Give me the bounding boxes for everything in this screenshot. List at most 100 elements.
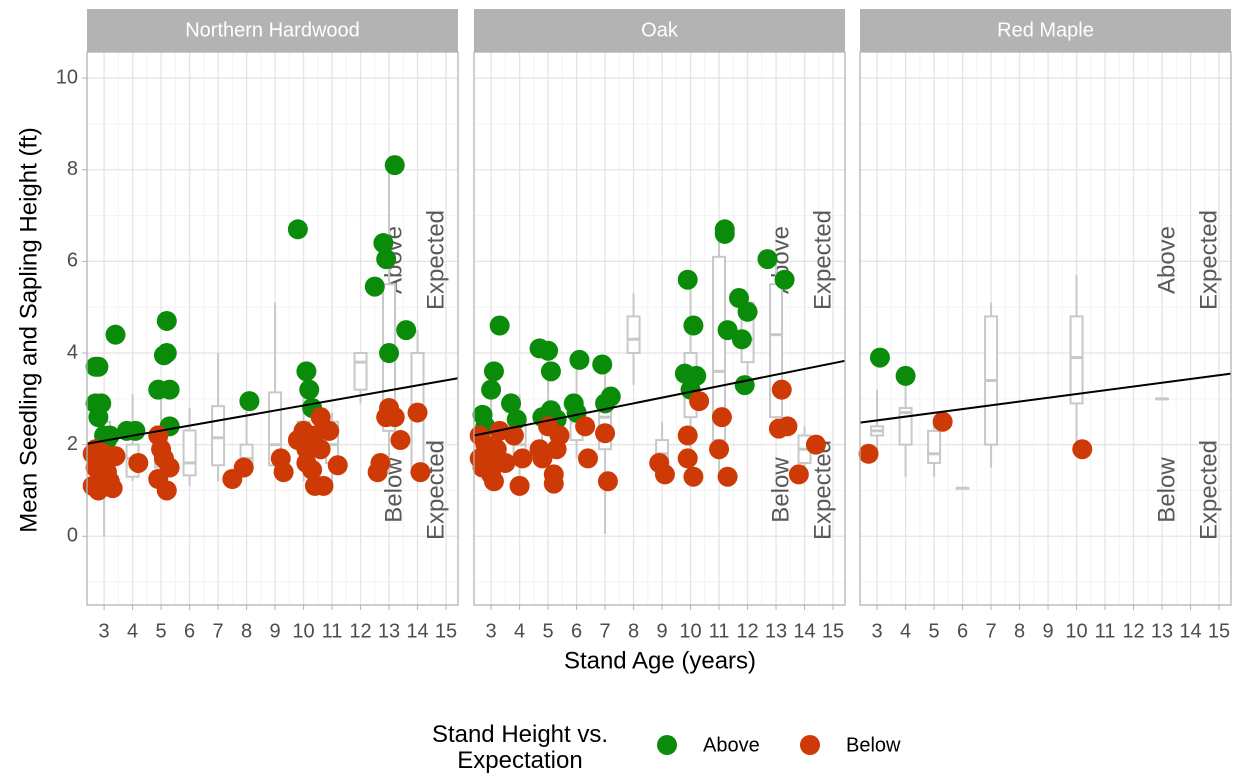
point [683,466,704,487]
point [592,354,613,375]
point [273,462,294,483]
x-tick-label: 4 [127,620,138,642]
box [626,315,641,355]
point [128,452,149,473]
strip [474,9,845,52]
x-tick-label: 6 [184,620,195,642]
x-tick-label: 14 [406,620,428,642]
point [714,223,735,244]
point [869,347,890,368]
point [156,310,177,331]
point [709,439,730,460]
point [296,361,317,382]
y-tick-label: 10 [56,66,78,88]
point [156,343,177,364]
trend-line [473,359,846,437]
x-tick-label: 5 [543,620,554,642]
y-tick-label: 0 [67,525,78,547]
x-tick-label: 6 [957,620,968,642]
point [597,471,618,492]
x-tick-label: 10 [292,620,314,642]
point [540,361,561,382]
point [407,402,428,423]
point [575,416,596,437]
panel-background [860,52,1231,605]
x-tick-label: 9 [270,620,281,642]
x-tick-label: 3 [99,620,110,642]
box [1069,315,1084,405]
point [233,457,254,478]
panel-background [87,52,458,605]
point [595,423,616,444]
point [538,340,559,361]
point [771,379,792,400]
point [577,448,598,469]
point [549,425,570,446]
point [376,249,397,270]
point [88,407,109,428]
x-tick-label: 13 [765,620,787,642]
point [379,343,400,364]
point [774,269,795,290]
point [509,475,530,496]
y-tick-label: 6 [67,250,78,272]
x-tick-label: 14 [1179,620,1201,642]
point [94,443,115,464]
point [156,480,177,501]
y-tick-label: 4 [67,341,78,363]
x-tick-label: 7 [986,620,997,642]
point [364,276,385,297]
annotation: Below [1153,457,1180,523]
x-tick-label: 13 [1151,620,1173,642]
point [1072,439,1093,460]
x-tick-label: 12 [736,620,758,642]
point [102,478,123,499]
y-tick-label: 2 [67,433,78,455]
strip [860,9,1231,52]
point [390,430,411,451]
point [654,464,675,485]
trend-line [86,377,459,445]
point [737,301,758,322]
x-tick-label: 9 [657,620,668,642]
point [717,466,738,487]
legend-marker [657,735,677,755]
point [689,391,710,412]
y-tick-label: 8 [67,158,78,180]
point [600,386,621,407]
x-tick-label: 4 [514,620,525,642]
point [302,459,323,480]
x-axis-title: Stand Age (years) [564,647,756,674]
point [483,361,504,382]
x-tick-label: 8 [1014,620,1025,642]
point [489,315,510,336]
point [711,407,732,428]
annotation: Expected [422,440,449,540]
point [287,219,308,240]
point [503,425,524,446]
x-tick-label: 11 [322,620,343,642]
point [686,365,707,386]
point [105,324,126,345]
x-tick-label: 15 [435,620,457,642]
x-tick-label: 11 [709,620,730,642]
x-tick-label: 4 [900,620,911,642]
point [569,349,590,370]
point [677,269,698,290]
point [384,407,405,428]
point [731,329,752,350]
box [211,405,226,467]
x-tick-label: 7 [213,620,224,642]
point [88,356,109,377]
point [483,471,504,492]
point [788,464,809,485]
point [506,409,527,430]
x-tick-label: 10 [679,620,701,642]
x-tick-label: 6 [571,620,582,642]
point [858,443,879,464]
point [717,320,738,341]
strip-title: Oak [641,19,679,41]
panel-background [474,52,845,605]
